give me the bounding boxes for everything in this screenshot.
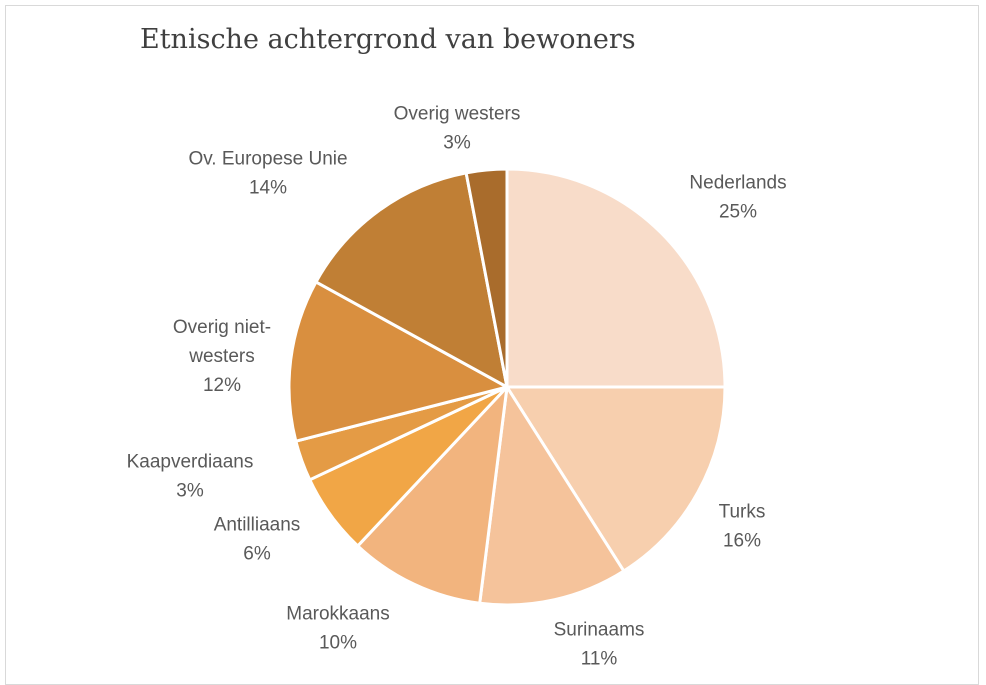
slice-label: Overig westers 3%	[394, 104, 521, 154]
slice-label: Antilliaans 6%	[214, 515, 301, 565]
pie-slice	[464, 167, 509, 389]
pie-slice	[478, 385, 626, 607]
slice-label: Marokkaans 10%	[286, 604, 390, 654]
pie-slice	[314, 171, 509, 389]
pie-slice	[356, 385, 509, 605]
chart-title: Etnische achtergrond van bewoners	[140, 24, 636, 55]
pie-slice	[505, 167, 727, 389]
slice-label: Kaapverdiaans 3%	[127, 452, 254, 502]
slice-label: Turks 16%	[719, 502, 766, 552]
pie-chart: Nederlands 25% Turks 16% Surinaams 11% Marokka…	[127, 104, 787, 669]
slice-label: Nederlands 25%	[689, 173, 786, 223]
slice-label: Ov. Europese Unie 14%	[188, 149, 347, 199]
slice-label: Surinaams 11%	[554, 620, 645, 669]
pie-slice	[505, 385, 727, 573]
slice-label: Overig niet-westers 12%	[173, 317, 271, 396]
pie-slice	[287, 280, 509, 443]
